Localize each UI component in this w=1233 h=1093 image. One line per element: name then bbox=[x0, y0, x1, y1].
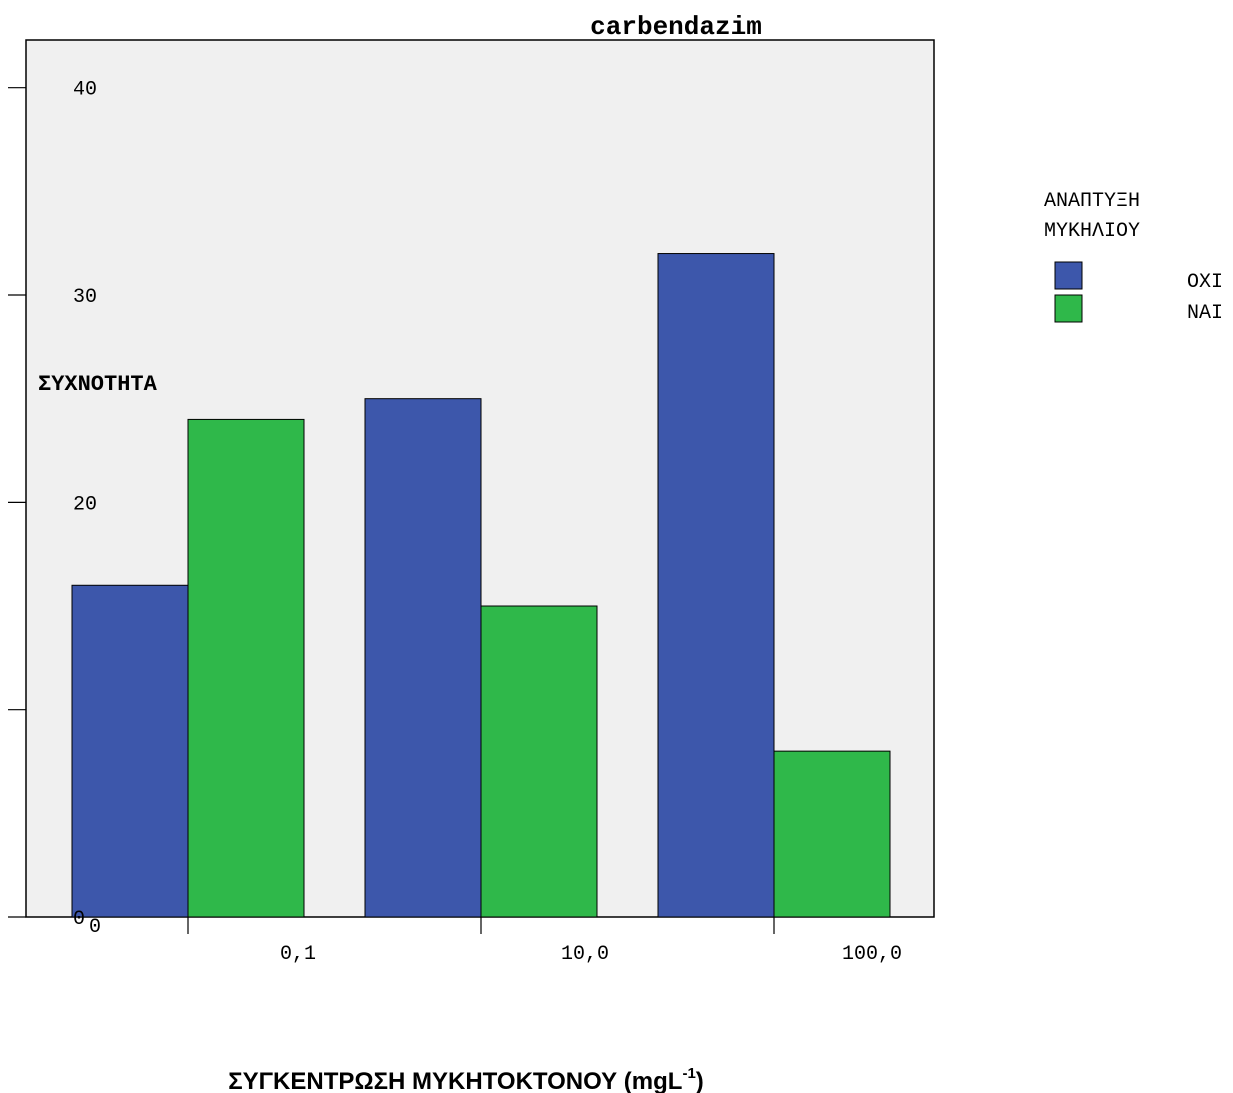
bar-oxi-2 bbox=[657, 253, 775, 918]
legend-title-line-1: ΑΝΑΠΤΥΞΗ bbox=[1044, 190, 1140, 213]
bar-oxi-1 bbox=[364, 398, 482, 918]
y-axis-label: ΣΥΧΝΟΤΗΤΑ bbox=[38, 372, 158, 397]
bar-nai-0 bbox=[187, 418, 305, 918]
bar-oxi-0 bbox=[71, 584, 189, 918]
legend-label-oxi: ΟΧΙ bbox=[1187, 271, 1223, 294]
legend-swatch-nai bbox=[1054, 294, 1083, 323]
x-axis-label-suffix: ) bbox=[696, 1068, 704, 1093]
x-axis-label-superscript: -1 bbox=[682, 1065, 695, 1082]
x-axis-label-main: ΣΥΓΚΕΝΤΡΩΣΗ ΜΥΚΗΤΟΚΤΟΝΟΥ (mgL bbox=[228, 1068, 682, 1093]
bar-nai-2 bbox=[773, 750, 891, 918]
bar-nai-1 bbox=[480, 605, 598, 918]
x-axis-label: ΣΥΓΚΕΝΤΡΩΣΗ ΜΥΚΗΤΟΚΤΟΝΟΥ (mgL-1) bbox=[228, 1065, 704, 1093]
x-tick-label-1: 10,0 bbox=[561, 943, 609, 966]
legend-label-nai: ΝΑΙ bbox=[1187, 302, 1223, 325]
legend-swatch-oxi bbox=[1054, 261, 1083, 290]
y-tick-label-2: 20 bbox=[73, 493, 97, 516]
chart-title: carbendazim bbox=[590, 12, 762, 42]
legend: ΑΝΑΠΤΥΞΗ ΜΥΚΗΛΙΟΥ ΟΧΙ ΝΑΙ bbox=[1044, 190, 1223, 325]
y-tick-label-zero: 0 bbox=[89, 916, 101, 939]
legend-title-line-2: ΜΥΚΗΛΙΟΥ bbox=[1044, 220, 1140, 243]
bars-layer bbox=[71, 253, 891, 918]
x-tick-label-0: 0,1 bbox=[280, 943, 316, 966]
axis-layer: 0 20 30 40 0 0,1 10,0 100,0 bbox=[8, 79, 902, 966]
y-tick-label-0: 0 bbox=[73, 908, 85, 931]
y-tick-label-4: 40 bbox=[73, 79, 97, 102]
x-tick-label-2: 100,0 bbox=[842, 943, 902, 966]
y-tick-label-3: 30 bbox=[73, 286, 97, 309]
